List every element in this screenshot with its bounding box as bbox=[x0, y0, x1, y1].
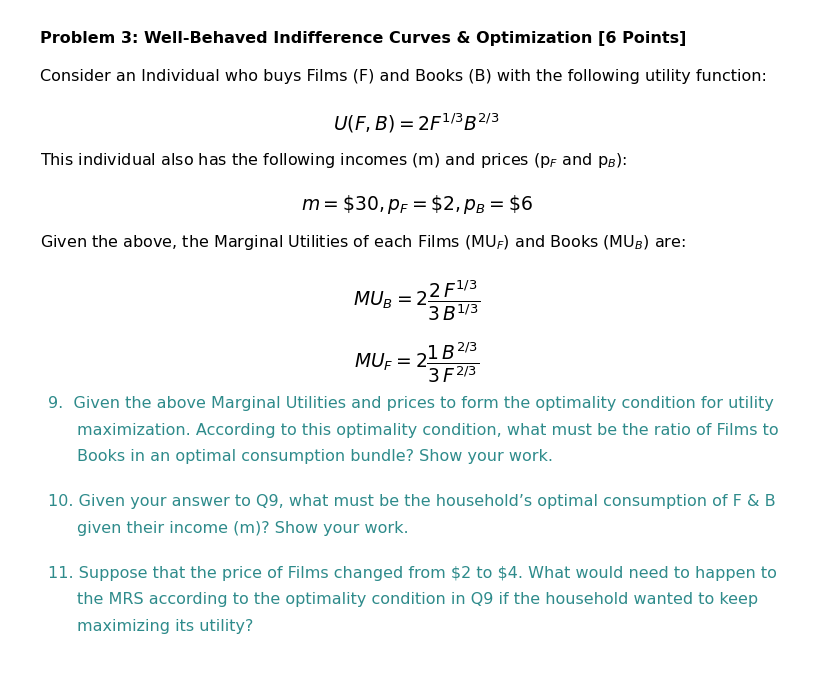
Text: the MRS according to the optimality condition in Q9 if the household wanted to k: the MRS according to the optimality cond… bbox=[77, 592, 758, 607]
Text: Problem 3: Well-Behaved Indifference Curves & Optimization [6 Points]: Problem 3: Well-Behaved Indifference Cur… bbox=[40, 31, 686, 47]
Text: 10. Given your answer to Q9, what must be the household’s optimal consumption of: 10. Given your answer to Q9, what must b… bbox=[48, 494, 776, 509]
Text: 11. Suppose that the price of Films changed from \$2 to \$4. What would need to : 11. Suppose that the price of Films chan… bbox=[48, 566, 777, 581]
Text: $MU_F = 2\dfrac{1\,B^{2/3}}{3\,F^{2/3}}$: $MU_F = 2\dfrac{1\,B^{2/3}}{3\,F^{2/3}}$ bbox=[354, 341, 479, 386]
Text: maximizing its utility?: maximizing its utility? bbox=[77, 619, 253, 634]
Text: Consider an Individual who buys Films (F) and Books (B) with the following utili: Consider an Individual who buys Films (F… bbox=[40, 70, 767, 85]
Text: $U(F,B) = 2F^{1/3}B^{2/3}$: $U(F,B) = 2F^{1/3}B^{2/3}$ bbox=[333, 111, 500, 135]
Text: maximization. According to this optimality condition, what must be the ratio of : maximization. According to this optimali… bbox=[77, 423, 778, 438]
Text: given their income (m)? Show your work.: given their income (m)? Show your work. bbox=[77, 521, 408, 536]
Text: This individual also has the following incomes (m) and prices (p$_F$ and p$_B$):: This individual also has the following i… bbox=[40, 151, 627, 170]
Text: Books in an optimal consumption bundle? Show your work.: Books in an optimal consumption bundle? … bbox=[77, 449, 552, 464]
Text: $MU_B = 2\dfrac{2\,F^{1/3}}{3\,B^{1/3}}$: $MU_B = 2\dfrac{2\,F^{1/3}}{3\,B^{1/3}}$ bbox=[353, 278, 480, 323]
Text: 9.  Given the above Marginal Utilities and prices to form the optimality conditi: 9. Given the above Marginal Utilities an… bbox=[48, 396, 774, 411]
Text: $m = \$30, p_F = \$2, p_B = \$6$: $m = \$30, p_F = \$2, p_B = \$6$ bbox=[301, 193, 532, 215]
Text: Given the above, the Marginal Utilities of each Films (MU$_F$) and Books (MU$_B$: Given the above, the Marginal Utilities … bbox=[40, 233, 686, 252]
